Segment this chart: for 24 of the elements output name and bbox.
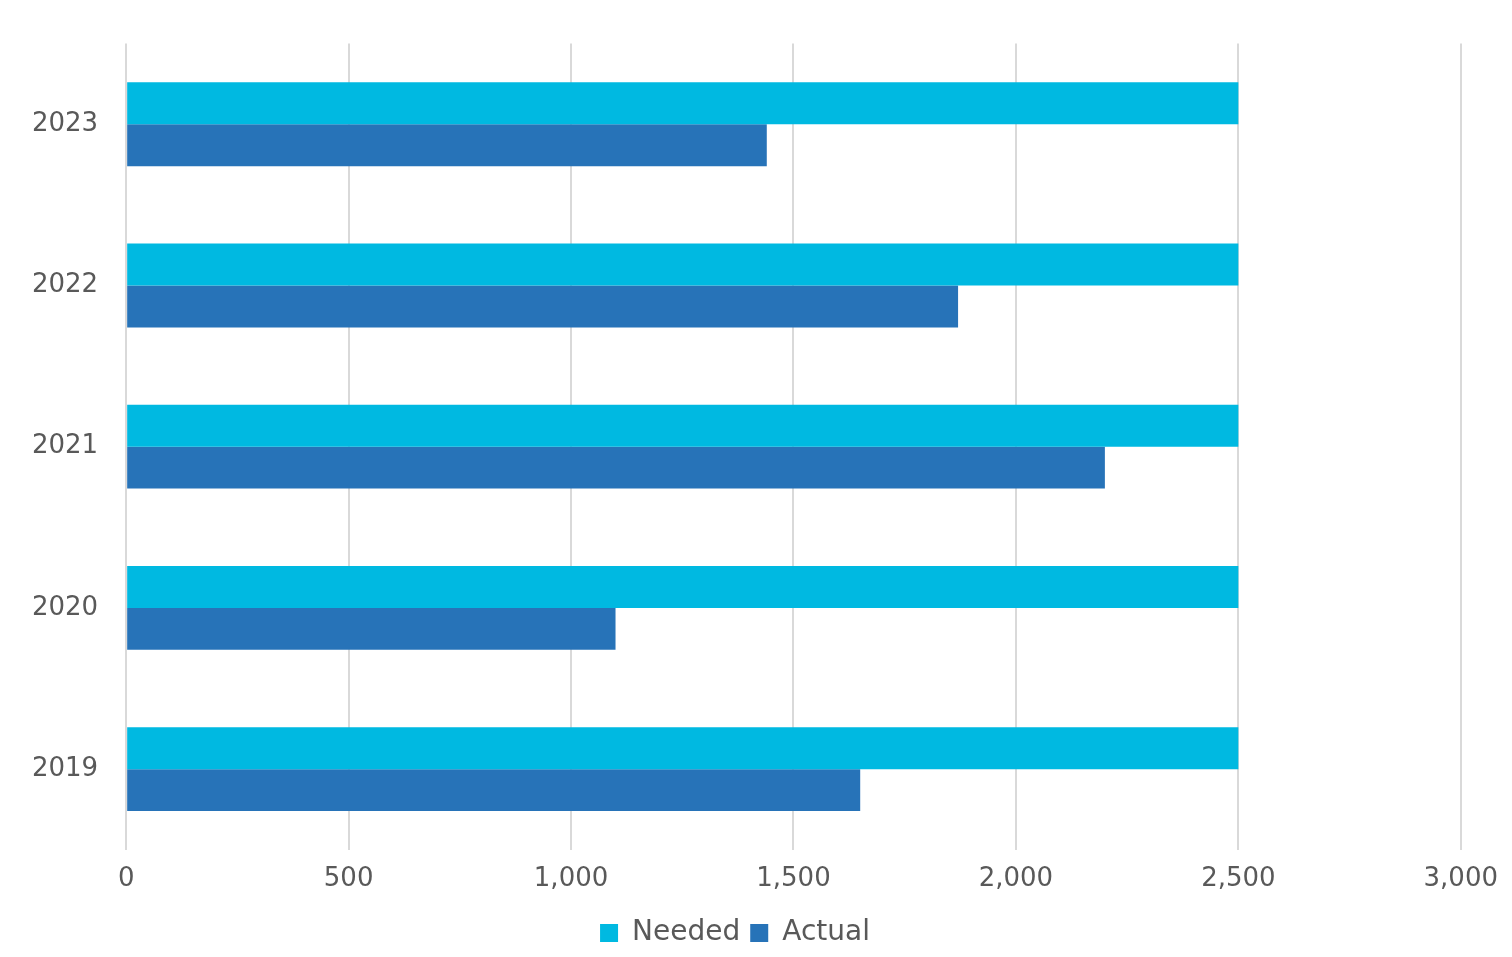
bar xyxy=(127,727,1239,770)
x-tick-label: 3,000 xyxy=(1423,862,1498,893)
bar xyxy=(127,607,616,650)
bar xyxy=(127,566,1239,608)
bar xyxy=(127,243,1239,286)
y-tick-label: 2021 xyxy=(32,429,99,460)
bar xyxy=(127,285,959,328)
bar xyxy=(127,124,767,167)
y-tick-label: 2019 xyxy=(32,751,99,782)
x-tick-label: 2,500 xyxy=(1201,862,1276,893)
x-tick-label: 1,000 xyxy=(533,862,609,893)
bar xyxy=(127,404,1239,447)
x-tick-label: 1,500 xyxy=(756,862,831,893)
x-tick-label: 0 xyxy=(117,862,135,893)
legend-label: Actual xyxy=(782,914,870,948)
x-tick-label: 2,000 xyxy=(978,862,1054,893)
y-tick-label: 2022 xyxy=(32,268,99,299)
y-tick-label: 2020 xyxy=(32,590,99,621)
x-tick-label: 500 xyxy=(323,862,374,893)
bar xyxy=(127,446,1105,489)
y-tick-label: 2023 xyxy=(32,106,99,137)
bar xyxy=(127,82,1239,125)
bar xyxy=(127,769,861,812)
legend-label: Needed xyxy=(632,914,741,948)
